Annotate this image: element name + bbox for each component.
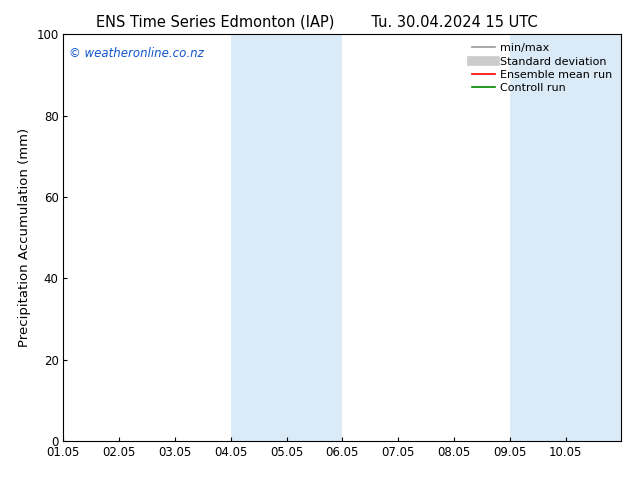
Bar [231,34,342,441]
Bar [510,34,621,441]
Legend: min/max, Standard deviation, Ensemble mean run, Controll run: min/max, Standard deviation, Ensemble me… [469,40,616,97]
Text: ENS Time Series Edmonton (IAP)        Tu. 30.04.2024 15 UTC: ENS Time Series Edmonton (IAP) Tu. 30.04… [96,15,538,30]
Text: © weatheronline.co.nz: © weatheronline.co.nz [69,47,204,59]
Y-axis label: Precipitation Accumulation (mm): Precipitation Accumulation (mm) [18,128,30,347]
